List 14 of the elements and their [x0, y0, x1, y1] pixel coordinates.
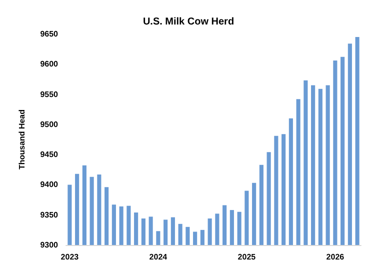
y-tick-label: 9300: [40, 240, 59, 250]
x-tick-label: 2024: [149, 252, 168, 262]
y-tick-label: 9400: [40, 180, 59, 190]
y-axis-title: Thousand Head: [18, 109, 26, 170]
y-tick-label: 9650: [40, 30, 59, 38]
y-tick-label: 9450: [40, 150, 59, 160]
x-tick-label: 2026: [326, 252, 345, 262]
y-tick-label: 9550: [40, 90, 59, 99]
chart-title: U.S. Milk Cow Herd: [142, 16, 234, 28]
y-tick-label: 9600: [40, 60, 59, 69]
y-tick-label: 9350: [40, 210, 59, 220]
y-tick-label: 9500: [40, 120, 59, 129]
x-tick-label: 2025: [238, 252, 256, 262]
x-tick-label: 2023: [60, 252, 80, 262]
